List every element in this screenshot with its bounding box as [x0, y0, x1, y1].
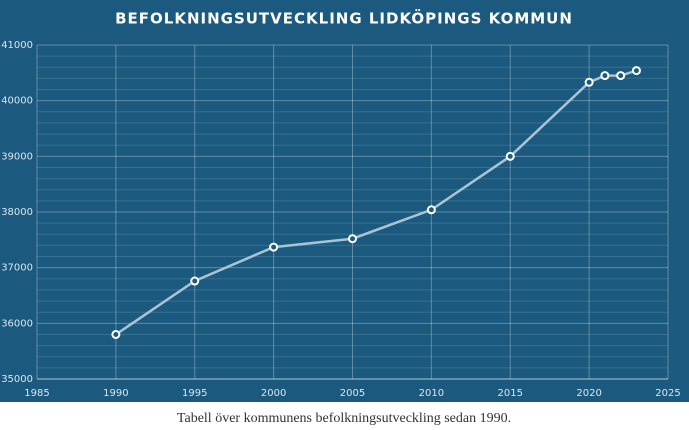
y-tick-label: 37000 [1, 263, 33, 274]
y-tick-label: 41000 [1, 40, 33, 51]
point [616, 71, 626, 81]
x-tick-label: 2000 [261, 388, 286, 399]
point [111, 329, 121, 339]
x-tick-label: 2010 [419, 388, 444, 399]
point [269, 242, 279, 252]
point [600, 71, 610, 81]
line [115, 69, 637, 336]
point [426, 205, 436, 215]
point [631, 66, 641, 76]
x-tick-label: 2020 [576, 388, 601, 399]
x-tick-label: 2015 [498, 388, 523, 399]
x-tick-label: 2025 [655, 388, 680, 399]
caption: Tabell över kommunens befolkningsutveckl… [177, 411, 511, 426]
point [505, 151, 515, 161]
chart-title: BEFOLKNINGSUTVECKLING LIDKÖPINGS KOMMUN [115, 9, 573, 28]
x-tick-label: 1990 [103, 388, 128, 399]
point [190, 276, 200, 286]
point [348, 234, 357, 244]
x-tick-label: 1985 [24, 388, 49, 399]
x-tick-label: 2005 [340, 388, 365, 399]
y-tick-label: 39000 [1, 151, 33, 162]
y-tick-label: 36000 [1, 318, 33, 329]
x-tick-label: 1995 [182, 388, 207, 399]
y-tick-label: 35000 [1, 374, 33, 385]
y-tick-label: 40000 [1, 96, 33, 107]
point [584, 77, 594, 87]
y-tick-label: 38000 [1, 207, 33, 218]
